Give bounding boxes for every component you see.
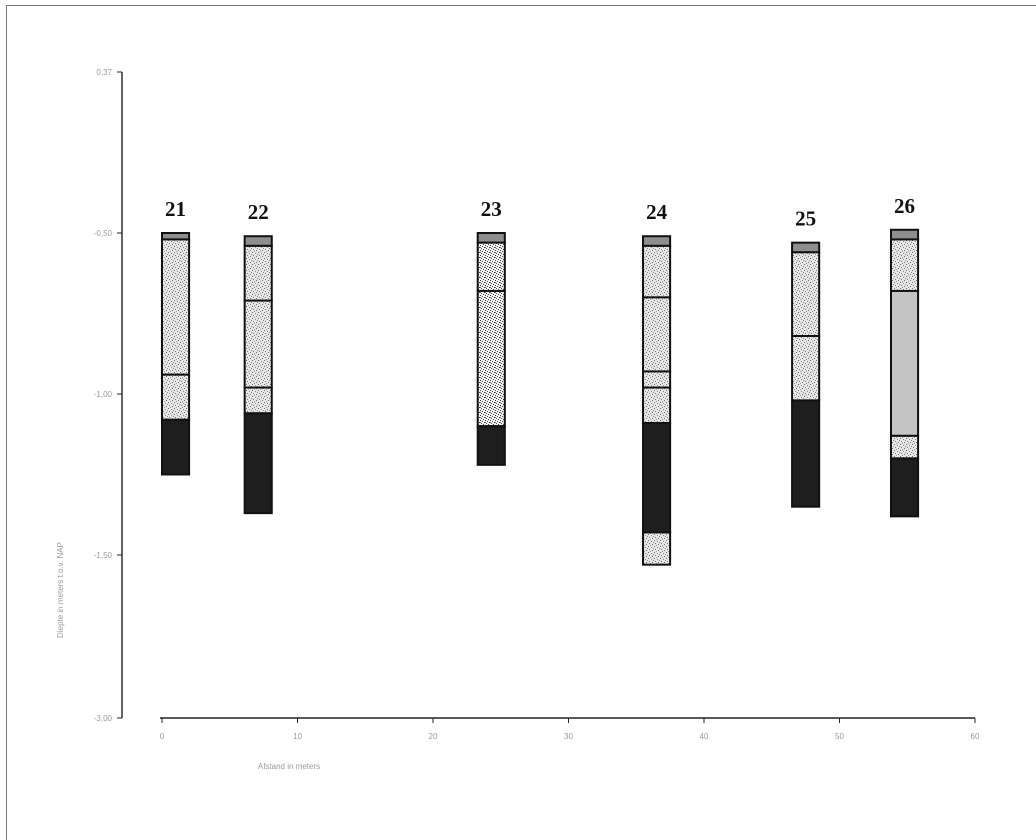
- x-tick-label: 50: [835, 732, 844, 741]
- core-layer: [161, 373, 191, 421]
- core-label: 21: [165, 197, 186, 221]
- core-layer: [243, 299, 273, 389]
- core-layer: [889, 457, 920, 518]
- core-23: 23: [476, 197, 506, 466]
- core-layer: [791, 335, 821, 402]
- core-layer: [642, 235, 672, 247]
- cores-group: 21 22 23 24 25 26: [161, 194, 920, 566]
- core-label: 25: [795, 207, 816, 231]
- core-layer: [642, 244, 672, 299]
- core-layer: [889, 434, 920, 460]
- core-layer: [476, 425, 506, 466]
- x-tick-label: 20: [429, 732, 438, 741]
- x-tick-label: 0: [160, 732, 165, 741]
- core-layer: [161, 238, 191, 376]
- core-25: 25: [791, 207, 821, 508]
- core-label: 24: [646, 200, 668, 224]
- x-tick-label: 30: [564, 732, 573, 741]
- y-tick-label: -3,00: [94, 714, 113, 723]
- core-layer: [476, 241, 506, 292]
- core-label: 26: [894, 194, 915, 218]
- core-layer: [642, 296, 672, 373]
- y-axis-title: Diepte in meters t.o.v. NAP: [56, 542, 65, 638]
- core-layer: [642, 531, 672, 566]
- core-layer: [243, 412, 273, 515]
- core-layer: [476, 289, 506, 428]
- core-layer: [791, 241, 821, 254]
- core-layer: [889, 228, 920, 241]
- core-layer: [642, 386, 672, 424]
- core-layer: [889, 289, 920, 437]
- core-layer: [243, 244, 273, 302]
- x-tick-label: 60: [971, 732, 980, 741]
- chart-border: [6, 5, 1036, 840]
- core-22: 22: [243, 200, 273, 515]
- y-tick-label: 0,37: [96, 68, 112, 77]
- tick-group: 0,37 -0,50 -1,00 -1,50 -3,00 0 10 20 30 40 50 60: [94, 68, 980, 741]
- core-21: 21: [161, 197, 191, 476]
- core-label: 23: [481, 197, 502, 221]
- core-26: 26: [889, 194, 920, 518]
- core-layer: [476, 232, 506, 244]
- core-layer: [161, 418, 191, 476]
- core-layer: [889, 238, 920, 292]
- y-tick-label: -0,50: [94, 229, 113, 238]
- core-layer: [642, 421, 672, 534]
- core-24: 24: [642, 200, 672, 566]
- y-tick-label: -1,00: [94, 390, 113, 399]
- core-layer: [791, 251, 821, 338]
- core-label: 22: [248, 200, 269, 224]
- x-axis-title: Afstand in meters: [258, 762, 320, 771]
- core-layer: [243, 235, 273, 247]
- y-tick-label: -1,50: [94, 551, 113, 560]
- core-layer: [791, 399, 821, 508]
- x-tick-label: 10: [293, 732, 302, 741]
- axes: Diepte in meters t.o.v. NAP Afstand in m…: [56, 72, 975, 771]
- core-layer: [243, 386, 273, 415]
- x-tick-label: 40: [700, 732, 709, 741]
- core-layer: [642, 370, 672, 389]
